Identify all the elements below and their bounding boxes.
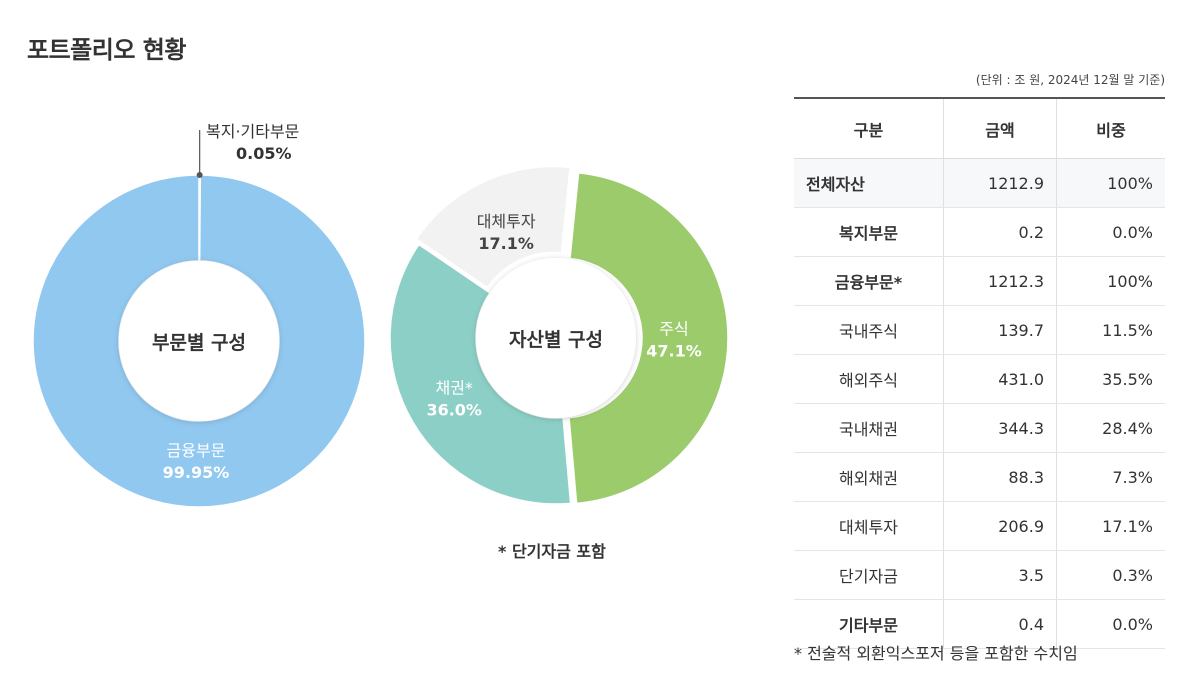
- row-category: 국내주식: [794, 305, 944, 355]
- table-row: 전체자산 1212.9 100%: [794, 158, 1165, 208]
- chart-title: 자산별 구성: [509, 329, 603, 351]
- row-category: 단기자금: [794, 550, 944, 600]
- row-share: 17.1%: [1056, 501, 1165, 551]
- portfolio-table: 구분 금액 비중 전체자산 1212.9 100% 복지부문 0.2 0.0% 금융부문* 1…: [794, 97, 1165, 649]
- chart-footnote: * 단기자금 포함: [498, 542, 606, 561]
- row-share: 100%: [1056, 158, 1165, 208]
- row-amount: 3.5: [943, 550, 1057, 600]
- row-category: 복지부문: [794, 207, 944, 257]
- row-share: 0.0%: [1056, 207, 1165, 257]
- table-row: 금융부문* 1212.3 100%: [794, 256, 1165, 306]
- row-share: 35.5%: [1056, 354, 1165, 404]
- row-amount: 0.2: [943, 207, 1057, 257]
- table-row: 대체투자 206.9 17.1%: [794, 501, 1165, 551]
- row-share: 28.4%: [1056, 403, 1165, 453]
- row-amount: 1212.9: [943, 158, 1057, 208]
- asset-donut-chart: 자산별 구성 주식 47.1% 채권* 36.0% 대체투자 17.1%: [389, 165, 729, 505]
- slice-category-label: 금융부문: [167, 441, 226, 460]
- slice-value-label: 0.05%: [236, 144, 292, 163]
- row-category: 국내채권: [794, 403, 944, 453]
- row-category: 전체자산: [794, 158, 944, 208]
- row-category: 해외채권: [794, 452, 944, 502]
- donut-center: [476, 258, 636, 418]
- slice-category-label: 주식: [659, 320, 688, 339]
- row-share: 11.5%: [1056, 305, 1165, 355]
- row-amount: 88.3: [943, 452, 1057, 502]
- table-row: 국내주식 139.7 11.5%: [794, 305, 1165, 355]
- table-row: 기타부문 0.4 0.0%: [794, 599, 1165, 649]
- table-row: 국내채권 344.3 28.4%: [794, 403, 1165, 453]
- row-category: 대체투자: [794, 501, 944, 551]
- table-row: 복지부문 0.2 0.0%: [794, 207, 1165, 257]
- donut-slice: [568, 172, 729, 505]
- row-amount: 1212.3: [943, 256, 1057, 306]
- donut-slice: [415, 165, 571, 289]
- row-share: 100%: [1056, 256, 1165, 306]
- row-category: 해외주식: [794, 354, 944, 404]
- slice-category-label: 채권*: [435, 379, 472, 398]
- header-category: 구분: [794, 97, 944, 159]
- row-share: 7.3%: [1056, 452, 1165, 502]
- slice-value-label: 47.1%: [646, 342, 702, 361]
- row-amount: 206.9: [943, 501, 1057, 551]
- slice-category-label: 복지·기타부문: [206, 122, 299, 141]
- slice-value-label: 36.0%: [426, 401, 482, 420]
- header-share: 비중: [1056, 97, 1165, 159]
- row-category: 금융부문*: [794, 256, 944, 306]
- table-row: 단기자금 3.5 0.3%: [794, 550, 1165, 600]
- table-header-row: 구분 금액 비중: [794, 97, 1165, 159]
- donut-center: [119, 261, 279, 421]
- sector-donut-chart: 부문별 구성 복지·기타부문 0.05% 금융부문 99.95%: [32, 122, 366, 508]
- header-amount: 금액: [943, 97, 1057, 159]
- donut-slice: [389, 243, 572, 505]
- table-row: 해외주식 431.0 35.5%: [794, 354, 1165, 404]
- row-amount: 431.0: [943, 354, 1057, 404]
- slice-category-label: 대체투자: [477, 212, 536, 231]
- unit-note: (단위 : 조 원, 2024년 12월 말 기준): [975, 73, 1165, 87]
- slice-value-label: 99.95%: [163, 463, 230, 482]
- row-amount: 344.3: [943, 403, 1057, 453]
- chart-title: 부문별 구성: [152, 332, 246, 354]
- leader-dot: [196, 172, 203, 179]
- row-share: 0.3%: [1056, 550, 1165, 600]
- table-footnote: * 전술적 외환익스포저 등을 포함한 수치임: [794, 644, 1078, 663]
- row-amount: 139.7: [943, 305, 1057, 355]
- slice-value-label: 17.1%: [478, 234, 534, 253]
- table-row: 해외채권 88.3 7.3%: [794, 452, 1165, 502]
- row-share: 0.0%: [1056, 599, 1165, 649]
- row-amount: 0.4: [943, 599, 1057, 649]
- row-category: 기타부문: [794, 599, 944, 649]
- page-title: 포트폴리오 현황: [27, 36, 186, 64]
